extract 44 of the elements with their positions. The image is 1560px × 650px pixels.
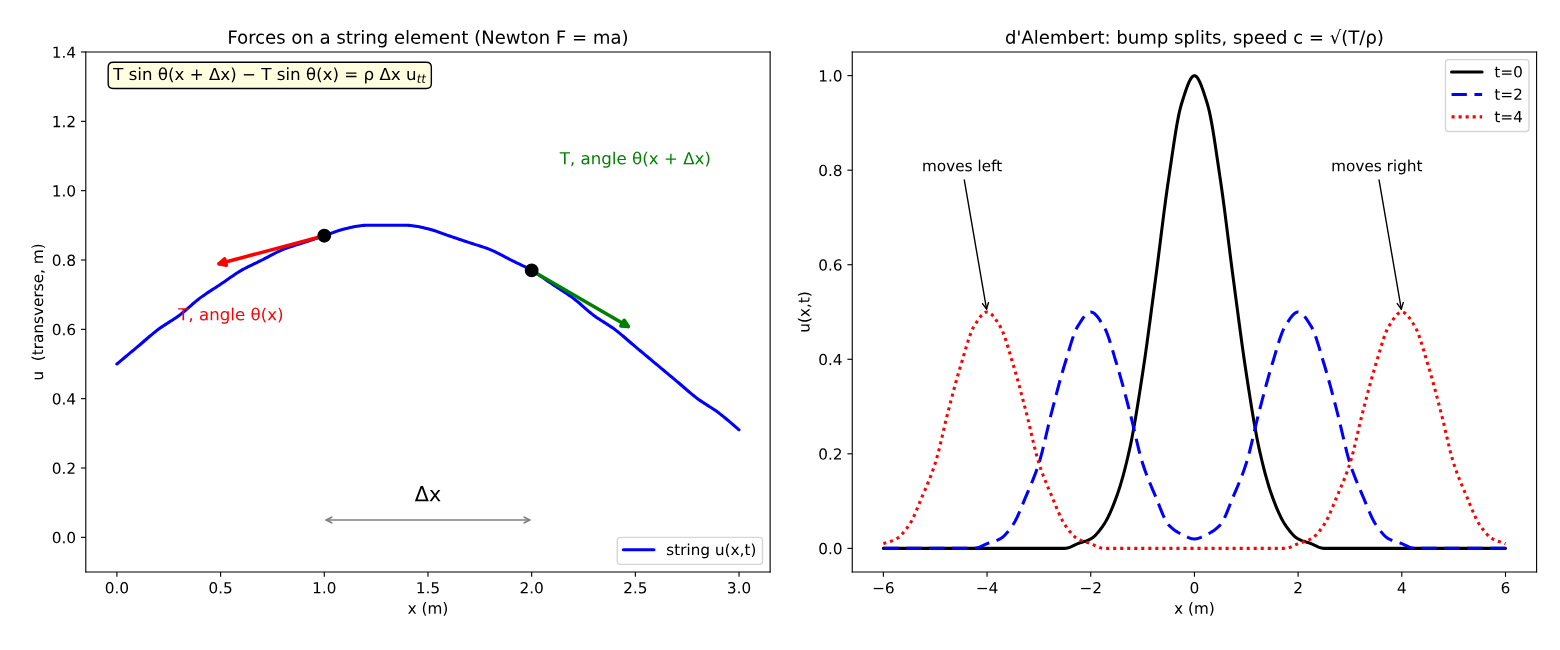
y-tick-label: 0.8 (52, 254, 76, 267)
y-tick-label: 0.6 (52, 323, 76, 336)
y-tick-label: 0.0 (52, 531, 76, 544)
y-tick-label: 1.0 (53, 185, 76, 197)
annotation: moves right (1332, 159, 1423, 175)
x-tick-label: 0 (1190, 581, 1199, 594)
x-tick-label: 6 (1501, 581, 1510, 594)
y-axis-title: u (transverse, m) (31, 244, 46, 380)
legend-label: t=2 (1494, 88, 1522, 100)
y-tick-label: 1.2 (53, 115, 75, 128)
annotation: moves left (923, 159, 1002, 172)
x-tick-label: 0.0 (105, 581, 129, 594)
chart-title: Forces on a string element (Newton F = ma) (229, 29, 628, 48)
x-tick-label: 3.0 (728, 581, 751, 594)
x-tick-label: −6 (873, 581, 894, 594)
y-tick-label: 0.2 (52, 462, 75, 475)
legend-label: string u(x,t) (667, 543, 756, 559)
x-tick-label: 0.5 (209, 581, 232, 594)
y-axis-title: u(x,t) (797, 292, 812, 332)
y-tick-label: 0.4 (52, 393, 76, 405)
x-tick-label: −2 (1081, 581, 1101, 594)
legend-label: t=4 (1494, 111, 1522, 123)
annotation: T, angle θ(x) (178, 307, 283, 324)
x-tick-label: 4 (1397, 582, 1406, 594)
chart-title: d'Alembert: bump splits, speed c = √(T/ρ) (1005, 29, 1383, 48)
annotation: T sin θ(x + Δx) − T sin θ(x) = ρ Δx u$_{tt}$ (113, 67, 427, 84)
x-tick-label: 2.0 (520, 581, 543, 594)
y-tick-label: 0.6 (819, 259, 842, 271)
y-tick-label: 0.8 (819, 164, 842, 177)
y-tick-label: 0.4 (819, 353, 842, 366)
x-tick-label: 1.5 (417, 582, 439, 594)
annotation: Δx (414, 486, 441, 502)
x-tick-label: 2 (1294, 581, 1302, 594)
y-tick-label: 0.2 (819, 448, 842, 460)
x-axis-title: x (m) (408, 602, 448, 616)
x-tick-label: −4 (977, 582, 998, 594)
y-tick-label: 0.0 (819, 542, 842, 555)
x-axis-title: x (m) (1174, 602, 1214, 616)
annotation: T, angle θ(x + Δx) (559, 151, 710, 168)
y-tick-label: 1.0 (819, 70, 842, 82)
x-tick-label: 1.0 (313, 581, 336, 594)
y-tick-label: 1.4 (53, 46, 76, 58)
legend-label: t=0 (1494, 66, 1522, 78)
x-tick-label: 2.5 (624, 581, 647, 594)
